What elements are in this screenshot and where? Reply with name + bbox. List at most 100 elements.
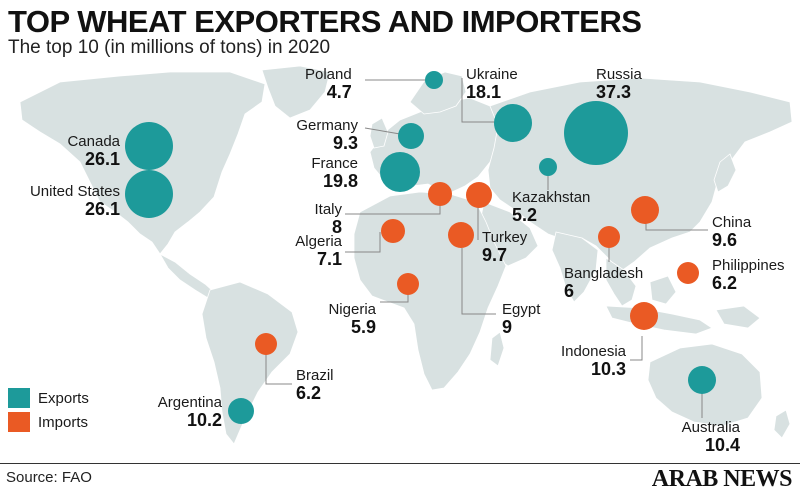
leader-algeria [345,232,381,253]
label-canada: Canada 26.1 [48,134,120,169]
country-name: France [311,155,358,172]
label-philippines: Philippines 6.2 [712,258,785,293]
landmass-greenland [261,65,331,119]
label-turkey: Turkey 9.7 [482,230,527,265]
bubble-algeria [381,219,405,243]
bubble-china [631,196,659,224]
legend-swatch-imports [8,412,30,432]
country-value: 10.4 [704,434,740,455]
label-russia: Russia 37.3 [596,67,642,102]
land-masses [19,65,793,445]
bubble-philippines [677,262,699,284]
landmass-asia [487,77,793,273]
country-name: Indonesia [560,343,626,360]
country-value: 8 [331,216,342,237]
label-china: China 9.6 [712,215,751,250]
country-name: Italy [314,201,342,218]
label-brazil: Brazil 6.2 [296,368,334,403]
legend-item-exports: Exports [8,386,89,410]
country-value: 10.3 [590,358,626,379]
brand-logo: ARAB NEWS [651,466,793,492]
label-algeria: Algeria 7.1 [280,234,342,269]
country-value: 9.3 [332,132,358,153]
bubble-italy [428,182,452,206]
bubble-united-states [125,170,173,218]
country-value: 5.9 [350,316,376,337]
country-name: Brazil [296,367,334,384]
country-name: Russia [596,66,642,83]
country-value: 18.1 [466,81,502,102]
landmass-africa [353,191,507,391]
label-germany: Germany 9.3 [288,118,358,153]
landmass-southeast-asia [605,257,637,307]
bubble-brazil [255,333,277,355]
world-map: Poland 4.7 Ukraine 18.1 Russia 37.3 Cana… [0,62,800,460]
bubble-ukraine [494,104,532,142]
label-indonesia: Indonesia 10.3 [540,344,626,379]
country-name: Algeria [295,233,342,250]
leader-ukraine [461,78,496,123]
source-note: Source: FAO [6,469,92,486]
landmass-uk [369,117,389,149]
country-name: United States [29,183,120,200]
bubble-egypt [448,222,474,248]
bubble-turkey [466,182,492,208]
country-value: 5.2 [512,204,538,225]
landmass-new-zealand [773,409,791,439]
country-name: Philippines [712,257,785,274]
label-australia: Australia 10.4 [664,420,740,455]
leader-egypt [461,248,496,315]
country-name: China [712,214,752,231]
country-name: Bangladesh [564,265,644,282]
country-value: 6.2 [296,382,322,403]
country-name: Germany [296,117,358,134]
country-name: Poland [305,66,352,83]
legend: Exports Imports [8,386,89,434]
country-value: 6 [564,280,575,301]
landmass-papua [715,305,761,329]
legend-item-imports: Imports [8,410,89,434]
bubble-poland [425,71,443,89]
country-value: 37.3 [596,81,632,102]
bubble-russia [564,101,628,165]
bubble-indonesia [630,302,658,330]
country-name: Kazakhstan [512,189,591,206]
country-name: Turkey [482,229,528,246]
label-egypt: Egypt 9 [502,302,540,337]
landmass-central-america [158,252,215,299]
country-value: 4.7 [326,81,352,102]
country-value: 6.2 [712,272,738,293]
label-france: France 19.8 [298,156,358,191]
country-name: Ukraine [466,66,518,83]
bubble-germany [398,123,424,149]
label-united-states: United States 26.1 [4,184,120,219]
country-name: Nigeria [328,301,376,318]
page-title: TOP WHEAT EXPORTERS AND IMPORTERS [8,4,642,39]
landmass-japan [713,153,737,193]
bubble-kazakhstan [539,158,557,176]
country-value: 26.1 [84,198,120,219]
country-value: 26.1 [84,148,120,169]
label-nigeria: Nigeria 5.9 [310,302,376,337]
landmass-indonesia [605,305,713,335]
country-value: 9 [502,316,513,337]
label-ukraine: Ukraine 18.1 [466,67,518,102]
footer-divider [0,463,800,464]
country-value: 9.7 [482,244,508,265]
country-name: Egypt [502,301,541,318]
country-name: Argentina [157,394,222,411]
bubble-nigeria [397,273,419,295]
label-argentina: Argentina 10.2 [128,395,222,430]
landmass-borneo [649,275,677,305]
label-bangladesh: Bangladesh 6 [564,266,643,301]
legend-label-imports: Imports [38,413,89,431]
country-name: Canada [67,133,120,150]
bubbles [125,71,716,424]
page-subtitle: The top 10 (in millions of tons) in 2020 [8,37,331,58]
leader-germany [364,127,401,135]
legend-swatch-exports [8,388,30,408]
landmass-madagascar [489,331,505,367]
bubble-canada [125,122,173,170]
legend-label-exports: Exports [38,389,89,407]
map-canvas [19,65,793,445]
